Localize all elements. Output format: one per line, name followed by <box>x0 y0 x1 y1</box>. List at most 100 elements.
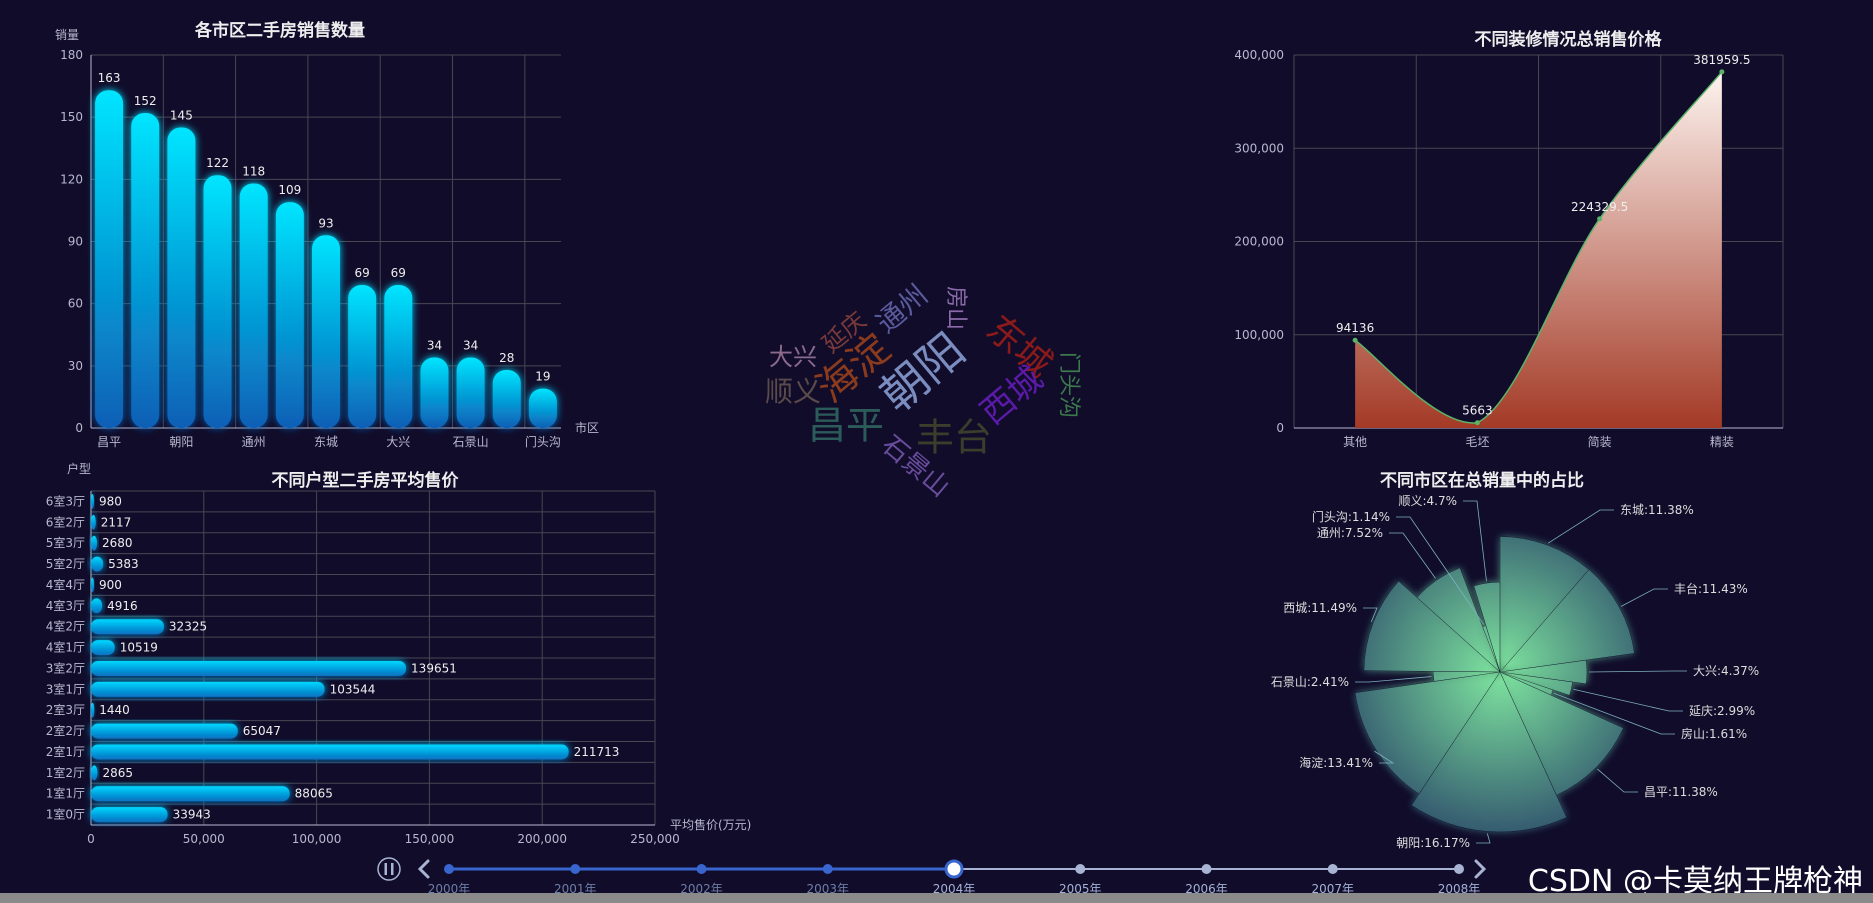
hbar <box>91 681 325 697</box>
layout-price-hbar-chart: 0 50,000 100,000 150,000 200,000 250,000 户型平均售… <box>46 461 752 846</box>
bar-chart-title: 各市区二手房销售数量 <box>195 21 365 41</box>
slice-label: 石景山:2.41% <box>1271 675 1349 689</box>
hbar <box>91 619 164 635</box>
bottom-strip <box>0 893 1873 903</box>
timeline-year-label[interactable]: 2008年 <box>1438 882 1481 896</box>
label-leader-line <box>1573 688 1683 712</box>
timeline-year-label[interactable]: 2006年 <box>1185 882 1228 896</box>
hbar-value-label: 2117 <box>101 515 132 529</box>
y-tick-label: 4室2厅 <box>46 619 85 634</box>
year-timeline[interactable]: 2000年 2001年 2002年 2003年 2004年 2005年 2006年 2007年… <box>377 857 1487 896</box>
bar-value-label: 152 <box>134 94 157 108</box>
x-tick-label: 100,000 <box>292 832 342 846</box>
y-tick-label: 5室3厅 <box>46 535 85 550</box>
district-share-rose-chart: 东城:11.38% 丰台:11.43% 大兴:4.37% 延庆:2.99% 房山:1.6… <box>1271 494 1759 850</box>
rose-slice <box>1354 671 1501 795</box>
timeline-year-label[interactable]: 2007年 <box>1311 882 1354 896</box>
rose-slice <box>1499 671 1624 796</box>
timeline-year-label[interactable]: 2003年 <box>806 882 849 896</box>
hbar-value-label: 1440 <box>99 703 130 717</box>
area-chart-title: 不同装修情况总销售价格 <box>1474 30 1662 50</box>
timeline-node[interactable] <box>1075 864 1086 874</box>
hbar-value-label: 5383 <box>108 557 139 571</box>
slice-label: 丰台:11.43% <box>1674 581 1748 596</box>
hbar-value-label: 33943 <box>173 808 211 822</box>
bar-value-label: 93 <box>318 216 333 230</box>
label-leader-line <box>1374 750 1395 764</box>
hbar-value-label: 139651 <box>411 661 457 675</box>
x-tick-label: 250,000 <box>630 832 680 846</box>
y-tick-label: 400,000 <box>1234 48 1284 62</box>
hbar <box>91 535 98 551</box>
rose-slice <box>1499 671 1573 696</box>
timeline-node[interactable] <box>1454 864 1464 874</box>
bar-value-label: 69 <box>391 266 406 280</box>
area-point <box>1474 420 1480 426</box>
bar-value-label: 69 <box>355 266 370 280</box>
rose-slice <box>1411 671 1568 833</box>
area-point <box>1352 337 1358 343</box>
x-tick-label: 门头沟 <box>525 434 561 449</box>
word-cloud-word: 通州 <box>870 278 934 339</box>
bar <box>420 357 449 428</box>
pause-icon[interactable] <box>377 857 401 881</box>
hbar <box>91 598 103 614</box>
chevron-right-icon[interactable] <box>1474 859 1487 879</box>
timeline-year-label[interactable]: 2004年 <box>933 882 976 896</box>
timeline-node[interactable] <box>444 864 454 874</box>
x-tick-label: 精装 <box>1710 435 1734 449</box>
hbar <box>91 660 407 676</box>
x-tick-label: 石景山 <box>453 435 489 449</box>
timeline-year-label[interactable]: 2001年 <box>554 882 597 896</box>
timeline-node[interactable] <box>822 864 833 874</box>
hbar <box>91 807 168 823</box>
timeline-year-label[interactable]: 2000年 <box>428 882 471 896</box>
y-tick-label: 4室3厅 <box>46 598 85 613</box>
label-leader-line <box>1355 676 1432 683</box>
rose-slice <box>1363 580 1501 673</box>
rose-slice <box>1499 569 1635 673</box>
area-value-label: 5663 <box>1462 404 1493 418</box>
word-cloud-word: 朝阳 <box>870 322 975 423</box>
x-axis-name: 平均售价(万元) <box>670 817 751 832</box>
hbar-value-label: 65047 <box>243 724 281 738</box>
bar <box>167 127 196 429</box>
bar <box>456 357 485 428</box>
timeline-year-label[interactable]: 2005年 <box>1059 882 1102 896</box>
word-cloud-word: 门头沟 <box>1056 352 1081 418</box>
pie-chart-title: 不同市区在总销量中的占比 <box>1380 471 1584 491</box>
label-leader-line <box>1553 692 1675 735</box>
hbar-value-label: 900 <box>99 578 122 592</box>
decoration-price-area-chart: 0 100,000 200,000 300,000 400,000 94136 其他 5663… <box>1234 48 1784 449</box>
hbar-value-label: 4916 <box>107 599 138 613</box>
x-tick-label: 50,000 <box>183 832 225 846</box>
y-tick-label: 1室1厅 <box>46 786 85 801</box>
x-tick-label: 0 <box>87 832 95 846</box>
timeline-node[interactable] <box>570 864 581 874</box>
bar <box>95 90 124 428</box>
label-leader-line <box>1597 768 1638 793</box>
timeline-node[interactable] <box>696 864 707 874</box>
bar <box>312 235 340 428</box>
timeline-node[interactable] <box>1201 864 1212 874</box>
hbar <box>91 514 96 530</box>
hbar-value-label: 211713 <box>574 745 620 759</box>
x-tick-label: 其他 <box>1343 435 1367 449</box>
label-leader-line <box>1589 670 1687 673</box>
y-tick-label: 2室2厅 <box>46 723 85 738</box>
bar-value-label: 118 <box>242 164 265 178</box>
area-value-label: 381959.5 <box>1693 53 1750 67</box>
bar-value-label: 122 <box>206 156 229 170</box>
chevron-left-icon[interactable] <box>417 859 430 879</box>
timeline-current-node[interactable] <box>944 859 964 879</box>
timeline-node[interactable] <box>1327 864 1338 874</box>
bar <box>131 113 160 429</box>
label-leader-line <box>1463 500 1487 582</box>
bar-value-label: 28 <box>499 351 514 365</box>
y-tick-label: 200,000 <box>1234 235 1284 249</box>
timeline-year-label[interactable]: 2002年 <box>680 882 723 896</box>
area-point <box>1597 216 1603 222</box>
